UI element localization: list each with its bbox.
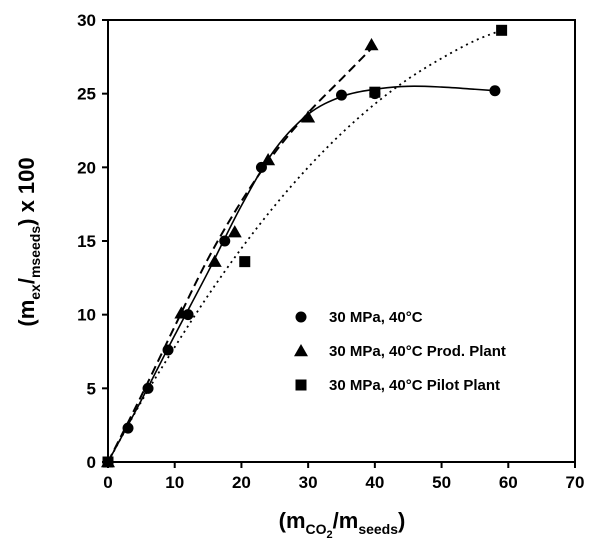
series-1-point-4 bbox=[261, 152, 276, 166]
x-tick-label-6: 60 bbox=[499, 473, 518, 492]
x-tick-label-0: 0 bbox=[103, 473, 112, 492]
x-axis-title-mid: /m bbox=[333, 508, 359, 533]
y-axis-title: (mex/mseeds) x 100 bbox=[14, 157, 43, 326]
series-2-point-2 bbox=[369, 86, 381, 98]
series-2-point-0 bbox=[102, 456, 114, 468]
series-1-point-5 bbox=[301, 110, 316, 123]
legend-label-1: 30 MPa, 40°C Prod. Plant bbox=[329, 343, 506, 360]
x-tick-label-3: 30 bbox=[299, 473, 318, 492]
legend-marker-2 bbox=[295, 379, 307, 391]
x-axis-title-sub1: CO bbox=[306, 521, 327, 537]
legend-label-0: 30 MPa, 40°C bbox=[329, 309, 423, 326]
series-1-point-1 bbox=[174, 306, 189, 319]
series-0-point-2 bbox=[142, 382, 154, 394]
series-2-line bbox=[107, 29, 502, 463]
y-axis-title-sub1: ex bbox=[27, 284, 43, 300]
x-axis-title-prefix: (m bbox=[279, 508, 306, 533]
legend-label-2: 30 MPa, 40°C Pilot Plant bbox=[329, 377, 500, 394]
x-axis-title: (mCO2/mseeds) bbox=[279, 508, 406, 540]
legend-marker-0 bbox=[295, 311, 307, 323]
y-tick-label-5: 25 bbox=[77, 85, 96, 104]
legend: 30 MPa, 40°C 30 MPa, 40°C Prod. Plant 30 M… bbox=[294, 309, 506, 394]
series-0-point-5 bbox=[219, 235, 231, 247]
y-axis-title-suffix: ) x 100 bbox=[14, 157, 39, 226]
x-tick-label-4: 40 bbox=[365, 473, 384, 492]
series-0-point-9 bbox=[489, 85, 501, 97]
y-tick-label-3: 15 bbox=[77, 232, 96, 251]
x-tick-label-5: 50 bbox=[432, 473, 451, 492]
series-1-point-2 bbox=[207, 254, 222, 267]
y-axis-title-mid: / bbox=[14, 278, 39, 284]
series-2-point-3 bbox=[496, 24, 508, 36]
series-0-point-3 bbox=[162, 344, 174, 356]
series-0-point-1 bbox=[122, 422, 134, 434]
series-0-line bbox=[107, 85, 496, 463]
plot-frame bbox=[107, 19, 576, 463]
x-axis-title-sub2: seeds bbox=[358, 521, 398, 537]
series-markers bbox=[101, 24, 508, 468]
series-1-point-3 bbox=[227, 225, 242, 238]
series-0-point-7 bbox=[336, 89, 347, 101]
x-tick-label-2: 20 bbox=[232, 473, 251, 492]
series-1-point-6 bbox=[364, 38, 379, 51]
y-tick-label-6: 30 bbox=[77, 11, 96, 30]
series-1-line bbox=[107, 44, 376, 463]
legend-marker-1 bbox=[294, 344, 308, 357]
series-2-point-1 bbox=[239, 256, 251, 268]
y-tick-label-1: 5 bbox=[87, 379, 96, 398]
y-tick-label-2: 10 bbox=[77, 306, 96, 325]
y-axis-title-prefix: (m bbox=[14, 300, 39, 327]
series-curves bbox=[107, 29, 502, 463]
y-tick-label-0: 0 bbox=[87, 453, 96, 472]
x-tick-label-7: 70 bbox=[566, 473, 585, 492]
y-tick-label-4: 20 bbox=[77, 158, 96, 177]
x-axis-title-suffix: ) bbox=[398, 508, 405, 533]
x-axis-title-sub1b: 2 bbox=[327, 529, 333, 540]
y-axis-title-sub2: mseeds bbox=[27, 226, 43, 278]
axis-ticks: 0 10 20 30 40 50 60 70 0 5 10 15 20 25 30 bbox=[77, 11, 584, 492]
x-tick-label-1: 10 bbox=[165, 473, 184, 492]
